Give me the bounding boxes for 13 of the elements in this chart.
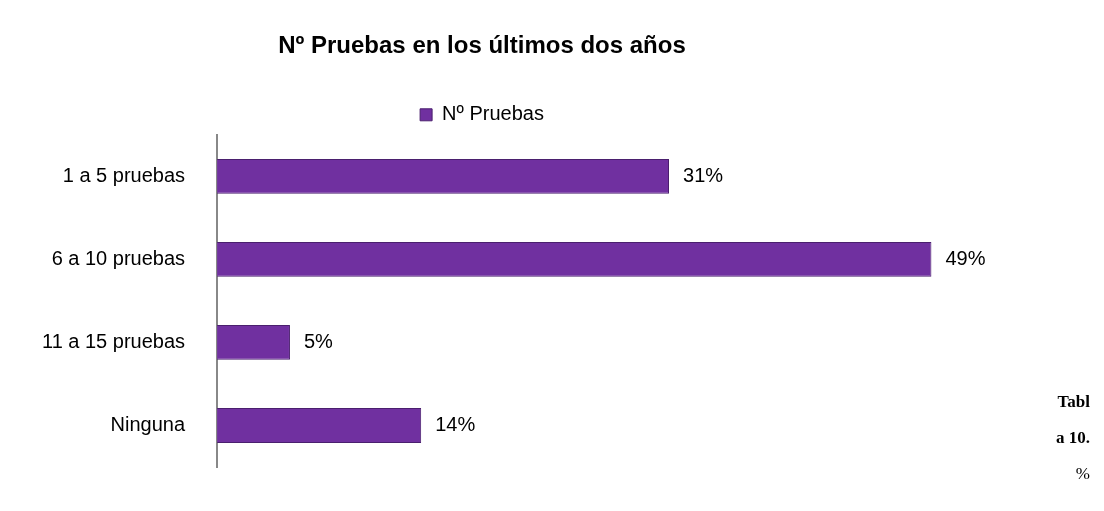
text: % — [1075, 464, 1090, 484]
text: Tabl — [1057, 392, 1091, 412]
y-tick-label: Ninguna — [110, 412, 186, 435]
y-tick-label: 11 a 15 pruebas — [42, 329, 186, 352]
data-label: 14% — [435, 412, 476, 435]
data-label: 49% — [945, 246, 986, 269]
y-tick-label: 6 a 10 pruebas — [51, 246, 186, 269]
chart-title: Nº Pruebas en los últimos dos años — [278, 31, 686, 59]
legend-label: Nº Pruebas — [442, 102, 544, 125]
data-label: 5% — [303, 329, 334, 352]
y-tick-label: 1 a 5 pruebas — [62, 163, 186, 186]
data-label: 31% — [683, 163, 724, 186]
text: a 10. — [1056, 428, 1090, 448]
